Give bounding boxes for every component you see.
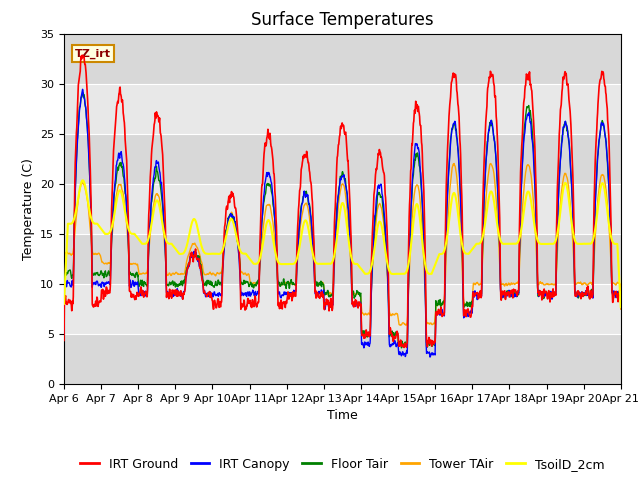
Floor Tair xyxy=(552,290,559,296)
Bar xyxy=(64,184,621,234)
IRT Ground xyxy=(429,339,437,345)
IRT Ground xyxy=(400,345,408,350)
Tower TAir xyxy=(397,322,405,328)
Floor Tair xyxy=(429,340,437,346)
Floor Tair xyxy=(502,291,510,297)
IRT Canopy xyxy=(246,293,254,299)
Tower TAir xyxy=(617,306,625,312)
IRT Ground xyxy=(60,337,68,343)
Line: Floor Tair: Floor Tair xyxy=(64,93,621,348)
IRT Canopy xyxy=(79,86,86,92)
Bar xyxy=(64,34,621,84)
Bar xyxy=(64,284,621,334)
TsoilD_2cm xyxy=(171,245,179,251)
Floor Tair xyxy=(397,345,405,351)
IRT Canopy xyxy=(60,331,68,336)
IRT Ground xyxy=(184,264,192,270)
IRT Canopy xyxy=(184,263,192,269)
Floor Tair xyxy=(246,279,254,285)
Floor Tair xyxy=(79,90,87,96)
TsoilD_2cm xyxy=(184,237,192,243)
Tower TAir xyxy=(170,272,178,277)
Tower TAir xyxy=(429,321,437,327)
TsoilD_2cm xyxy=(429,267,437,273)
Floor Tair xyxy=(617,293,625,299)
Line: IRT Ground: IRT Ground xyxy=(64,55,621,348)
Tower TAir xyxy=(552,282,559,288)
TsoilD_2cm xyxy=(246,257,254,263)
Line: Tower TAir: Tower TAir xyxy=(64,164,621,325)
TsoilD_2cm xyxy=(60,301,68,307)
Bar xyxy=(64,84,621,134)
IRT Canopy xyxy=(552,290,559,296)
IRT Canopy xyxy=(617,292,625,298)
Tower TAir xyxy=(246,279,254,285)
Y-axis label: Temperature (C): Temperature (C) xyxy=(22,158,35,260)
Legend: IRT Ground, IRT Canopy, Floor Tair, Tower TAir, TsoilD_2cm: IRT Ground, IRT Canopy, Floor Tair, Towe… xyxy=(76,453,609,476)
IRT Ground xyxy=(502,290,510,296)
IRT Ground xyxy=(78,52,86,58)
IRT Canopy xyxy=(502,289,510,295)
Tower TAir xyxy=(184,254,191,260)
Floor Tair xyxy=(60,327,68,333)
Floor Tair xyxy=(171,279,179,285)
IRT Ground xyxy=(246,301,254,307)
IRT Canopy xyxy=(171,290,179,296)
IRT Ground xyxy=(552,291,559,297)
Bar xyxy=(64,134,621,184)
Tower TAir xyxy=(450,161,458,167)
Bar xyxy=(64,334,621,384)
Bar xyxy=(64,234,621,284)
Text: TZ_irt: TZ_irt xyxy=(75,48,111,59)
Line: IRT Canopy: IRT Canopy xyxy=(64,89,621,357)
Title: Surface Temperatures: Surface Temperatures xyxy=(251,11,434,29)
Line: TsoilD_2cm: TsoilD_2cm xyxy=(64,180,621,307)
IRT Canopy xyxy=(426,354,434,360)
IRT Ground xyxy=(617,288,625,294)
TsoilD_2cm xyxy=(617,304,625,310)
X-axis label: Time: Time xyxy=(327,409,358,422)
TsoilD_2cm xyxy=(79,178,86,183)
Tower TAir xyxy=(502,280,510,286)
IRT Ground xyxy=(171,292,179,298)
Floor Tair xyxy=(184,262,192,267)
TsoilD_2cm xyxy=(502,241,509,247)
Tower TAir xyxy=(60,315,68,321)
IRT Canopy xyxy=(429,351,437,357)
TsoilD_2cm xyxy=(551,239,559,245)
